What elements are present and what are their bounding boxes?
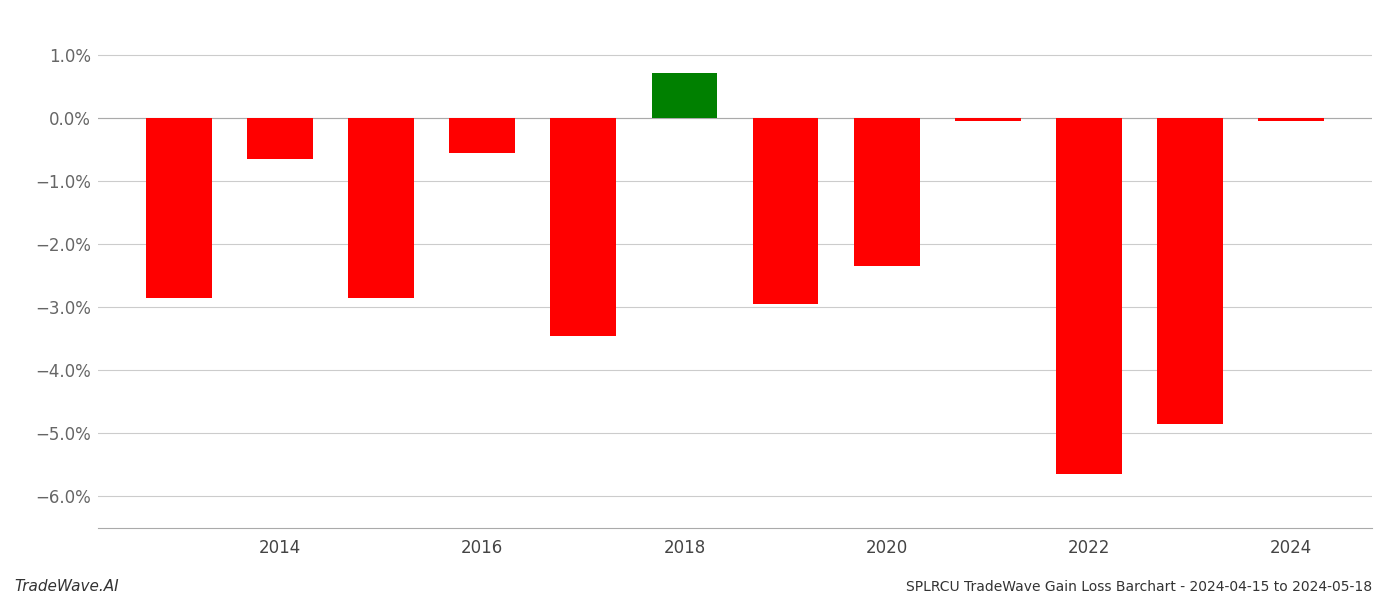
Bar [1056,118,1121,475]
Bar [449,118,515,153]
Bar [146,118,211,298]
Bar [651,73,717,118]
Bar [550,118,616,336]
Bar [1259,118,1324,121]
Text: SPLRCU TradeWave Gain Loss Barchart - 2024-04-15 to 2024-05-18: SPLRCU TradeWave Gain Loss Barchart - 20… [906,580,1372,594]
Bar [955,118,1021,121]
Bar [349,118,414,298]
Bar [753,118,819,304]
Bar [248,118,312,159]
Bar [854,118,920,266]
Bar [1158,118,1222,424]
Text: TradeWave.AI: TradeWave.AI [14,579,119,594]
